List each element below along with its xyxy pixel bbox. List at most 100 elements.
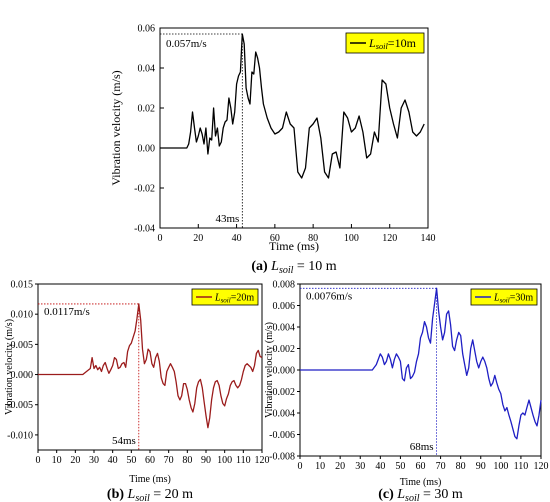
x-tick-label: 20: [335, 461, 345, 472]
legend-value: =30m: [510, 293, 534, 304]
y-tick-label: -0.006: [269, 430, 295, 441]
y-axis-label: Vibration velocity (m/s): [109, 70, 123, 185]
legend-subscript: soil: [221, 297, 231, 305]
caption-letter: (b): [107, 487, 128, 502]
panel-c: 0 10 20 30 40 50 60 70 80 90 100 110 120 -0.008 -0.006…: [264, 280, 549, 502]
y-tick-label: 0.002: [273, 344, 296, 355]
panel-caption: (a) Lsoil = 10 m: [251, 259, 336, 276]
y-tick-label: 0.005: [11, 340, 34, 351]
series-line: [38, 303, 263, 429]
x-tick-label: 20: [193, 233, 203, 244]
panel-caption: (b) Lsoil = 20 m: [107, 487, 193, 502]
peak-value-label: 0.057m/s: [166, 38, 207, 50]
y-tick-label: 0.06: [138, 24, 156, 35]
y-tick-label: 0.004: [273, 323, 296, 334]
y-tick-label: 0.006: [273, 301, 296, 312]
x-tick-label: 60: [416, 461, 426, 472]
y-tick-label: -0.010: [7, 430, 33, 441]
caption-symbol: L: [396, 487, 405, 502]
x-axis-label: Time (ms): [129, 474, 171, 485]
y-tick-label: 0.00: [138, 144, 156, 155]
x-tick-label: 50: [126, 455, 136, 466]
legend-label: Lsoil=20m: [214, 293, 254, 305]
x-tick-label: 80: [308, 233, 318, 244]
x-tick-label: 90: [201, 455, 211, 466]
caption-value: = 10 m: [293, 259, 336, 274]
x-tick-label: 0: [158, 233, 163, 244]
x-tick-label: 60: [145, 455, 155, 466]
x-tick-label: 40: [375, 461, 385, 472]
peak-time-label: 68ms: [410, 441, 434, 453]
x-tick-label: 80: [182, 455, 192, 466]
legend-symbol: L: [493, 293, 500, 304]
x-tick-label: 40: [108, 455, 118, 466]
y-tick-label: 0.000: [11, 370, 34, 381]
x-tick-label: 140: [421, 233, 436, 244]
x-tick-label: 120: [382, 233, 397, 244]
y-axis-label: Vibration velocity (m/s): [264, 322, 275, 418]
y-tick-label: 0.02: [138, 104, 156, 115]
y-tick-label: -0.04: [134, 224, 155, 235]
series-line: [300, 287, 542, 440]
y-tick-label: -0.02: [134, 184, 155, 195]
caption-letter: (a): [251, 259, 271, 274]
legend-box: [191, 288, 259, 306]
y-tick-label: 0.015: [11, 280, 34, 291]
caption-symbol: L: [270, 259, 279, 274]
caption-subscript: soil: [135, 493, 150, 502]
legend-subscript: soil: [376, 42, 389, 51]
legend-label: Lsoil=30m: [493, 293, 533, 305]
x-tick-label: 80: [456, 461, 466, 472]
legend: Lsoil=20m: [191, 288, 259, 306]
caption-subscript: soil: [405, 493, 420, 502]
x-tick-label: 110: [514, 461, 529, 472]
x-tick-label: 70: [164, 455, 174, 466]
caption-letter: (c): [378, 487, 397, 502]
y-tick-label: -0.002: [269, 387, 295, 398]
x-tick-label: 0: [36, 455, 41, 466]
y-tick-label: 0.008: [273, 280, 296, 291]
legend-box: [345, 32, 425, 54]
legend-value: =20m: [231, 293, 255, 304]
plot-frame: [159, 27, 429, 229]
caption-value: = 20 m: [150, 487, 193, 502]
peak-value-label: 0.0117m/s: [44, 306, 90, 318]
panel-a: 0 20 40 60 80 100 120 140 -0.04 -0.02 0.00 0.02 0.04…: [109, 24, 436, 277]
x-tick-label: 110: [236, 455, 251, 466]
x-tick-label: 10: [315, 461, 325, 472]
x-axis-label: Time (ms): [269, 239, 319, 253]
x-axis-label: Time (ms): [400, 477, 442, 488]
x-tick-label: 10: [52, 455, 62, 466]
series-line: [160, 33, 425, 179]
x-tick-label: 60: [270, 233, 280, 244]
x-tick-label: 100: [217, 455, 232, 466]
y-tick-label: -0.005: [7, 400, 33, 411]
x-tick-label: 0: [298, 461, 303, 472]
y-tick-label: 0.000: [273, 366, 296, 377]
x-tick-label: 90: [476, 461, 486, 472]
x-tick-label: 30: [355, 461, 365, 472]
x-tick-label: 100: [493, 461, 508, 472]
panel-b: 0 10 20 30 40 50 60 70 80 90 100 110 120 -0.010 -0.005…: [4, 280, 270, 502]
y-tick-label: 0.010: [11, 310, 34, 321]
peak-value-label: 0.0076m/s: [306, 290, 352, 302]
y-tick-label: -0.008: [269, 452, 295, 463]
x-tick-label: 120: [534, 461, 549, 472]
panel-caption: (c) Lsoil = 30 m: [378, 487, 463, 502]
y-tick-label: 0.04: [138, 64, 156, 75]
y-axis-label: Vibration velocity (m/s): [4, 319, 15, 415]
legend-box: [470, 288, 538, 306]
caption-symbol: L: [127, 487, 136, 502]
x-tick-label: 70: [436, 461, 446, 472]
caption-value: = 30 m: [420, 487, 463, 502]
x-tick-label: 20: [70, 455, 80, 466]
legend-symbol: L: [214, 293, 221, 304]
x-tick-label: 50: [395, 461, 405, 472]
legend-symbol: L: [368, 36, 376, 50]
peak-time-label: 43ms: [215, 213, 239, 225]
caption-subscript: soil: [279, 265, 294, 276]
legend: Lsoil=30m: [470, 288, 538, 306]
x-tick-label: 120: [255, 455, 270, 466]
x-tick-label: 40: [232, 233, 242, 244]
